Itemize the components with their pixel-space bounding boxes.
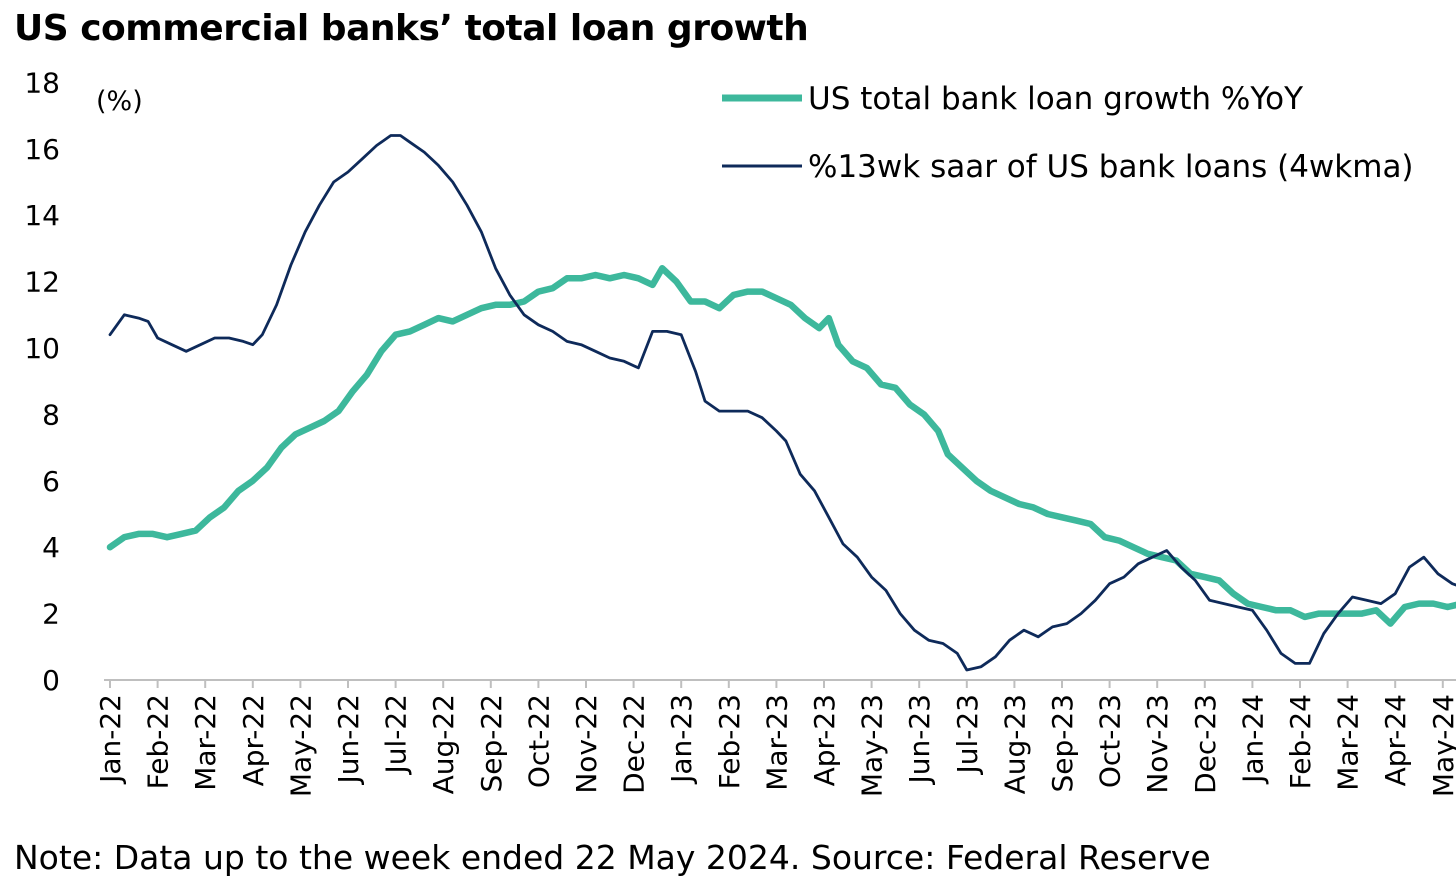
legend: US total bank loan growth %YoY %13wk saa…: [722, 81, 1414, 185]
y-tick-label: 14: [24, 199, 60, 232]
x-tick-label: May-24: [1427, 694, 1456, 797]
y-axis: 0 2 4 6 8 10 12 14 16 18: [24, 66, 60, 697]
x-tick-label: Aug-23: [998, 694, 1031, 794]
y-tick-label: 10: [24, 332, 60, 365]
x-tick-label: Jun-23: [903, 694, 936, 785]
x-tick-label: Sep-23: [1046, 694, 1079, 793]
source-note: Note: Data up to the week ended 22 May 2…: [14, 838, 1211, 877]
x-axis: Jan-22 Feb-22 Mar-22 Apr-22 May-22 Jun-22 Jul-…: [94, 679, 1456, 797]
x-tick-label: Sep-22: [475, 694, 508, 793]
plot-area: [106, 134, 1456, 672]
x-tick-label: Apr-22: [237, 694, 270, 786]
x-tick-label: May-23: [856, 694, 889, 797]
y-tick-label: 2: [42, 598, 60, 631]
x-tick-label: Jan-23: [665, 694, 698, 785]
x-tick-label: Jan-24: [1236, 694, 1269, 785]
y-tick-label: 12: [24, 266, 60, 299]
x-tick-label: May-22: [284, 694, 317, 797]
x-tick-label: Feb-23: [713, 694, 746, 789]
x-tick-label: Aug-22: [427, 694, 460, 794]
y-tick-label: 0: [42, 664, 60, 697]
x-tick-label: Mar-24: [1332, 694, 1365, 791]
x-tick-label: Feb-24: [1284, 694, 1317, 789]
y-unit-label: (%): [96, 86, 143, 117]
x-tick-label: Dec-22: [618, 694, 651, 794]
x-tick-label: Dec-23: [1189, 694, 1222, 794]
x-tick-label: Apr-24: [1379, 694, 1412, 786]
y-tick-label: 4: [42, 531, 60, 564]
x-tick-label: Apr-23: [808, 694, 841, 786]
x-tick-label: Nov-23: [1141, 694, 1174, 794]
x-tick-label: Mar-23: [760, 694, 793, 791]
x-tick-label: Nov-22: [570, 694, 603, 794]
legend-label-saar: %13wk saar of US bank loans (4wkma): [808, 149, 1414, 185]
x-tick-label: Jun-22: [332, 694, 365, 785]
y-tick-label: 8: [42, 398, 60, 431]
series-line-yoy: [106, 265, 1456, 627]
x-tick-label: Feb-22: [142, 694, 175, 789]
x-tick-label: Jul-23: [951, 694, 984, 776]
x-tick-label: Jul-22: [380, 694, 413, 776]
legend-label-yoy: US total bank loan growth %YoY: [808, 81, 1303, 117]
y-tick-label: 16: [24, 133, 60, 166]
x-tick-label: Mar-22: [189, 694, 222, 791]
y-tick-label: 6: [42, 465, 60, 498]
y-tick-label: 18: [24, 66, 60, 99]
series-line-saar: [108, 134, 1456, 672]
x-tick-label: Jan-22: [94, 694, 127, 785]
x-tick-label: Oct-22: [522, 694, 555, 788]
x-tick-label: Oct-23: [1094, 694, 1127, 788]
chart-title: US commercial banks’ total loan growth: [14, 8, 809, 49]
